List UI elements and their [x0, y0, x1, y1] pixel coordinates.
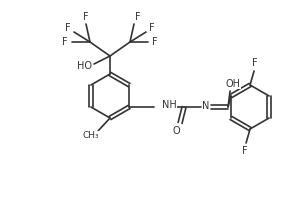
Text: OH: OH: [226, 79, 240, 89]
Text: F: F: [149, 23, 155, 33]
Text: F: F: [152, 37, 158, 47]
Text: HO: HO: [77, 61, 92, 71]
Text: N: N: [202, 101, 210, 111]
Text: F: F: [135, 12, 141, 22]
Text: CH₃: CH₃: [83, 130, 99, 139]
Text: NH: NH: [162, 100, 177, 110]
Text: F: F: [83, 12, 89, 22]
Text: F: F: [62, 37, 68, 47]
Text: F: F: [65, 23, 71, 33]
Text: F: F: [252, 58, 258, 68]
Text: O: O: [172, 126, 180, 136]
Text: F: F: [242, 146, 248, 156]
